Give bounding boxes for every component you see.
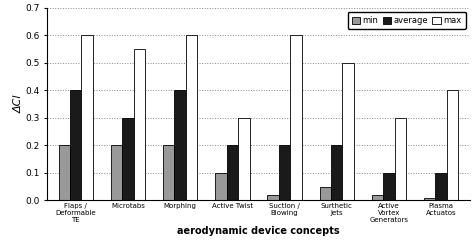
Bar [227,145,238,200]
Bar [372,195,383,200]
Bar [319,186,331,200]
Bar [267,195,279,200]
Legend: min, average, max: min, average, max [348,12,465,29]
Bar [395,118,406,200]
Bar [424,198,436,200]
Bar [82,35,93,200]
Y-axis label: ΔCl: ΔCl [14,95,24,113]
Bar [331,145,343,200]
Bar [238,118,250,200]
Bar [215,173,227,200]
Bar [111,145,122,200]
Bar [186,35,197,200]
X-axis label: aerodynamic device concepts: aerodynamic device concepts [177,226,340,236]
Bar [70,90,82,200]
Bar [290,35,302,200]
Bar [163,145,174,200]
Bar [343,63,354,200]
Bar [279,145,290,200]
Bar [122,118,134,200]
Bar [58,145,70,200]
Bar [447,90,458,200]
Bar [436,173,447,200]
Bar [134,49,145,200]
Bar [174,90,186,200]
Bar [383,173,395,200]
